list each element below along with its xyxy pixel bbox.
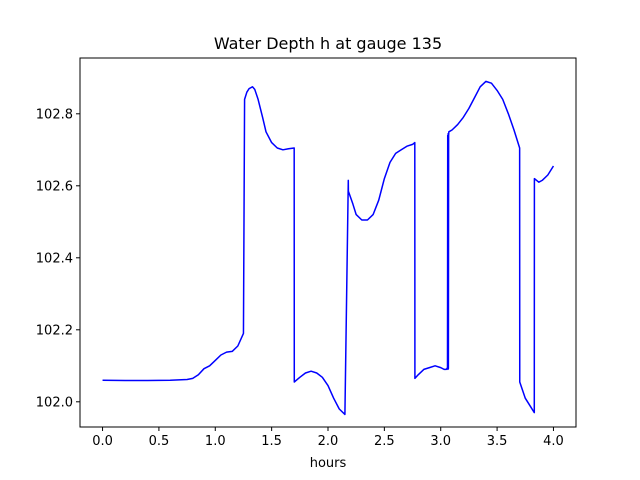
x-tick-label: 0.0 [92, 434, 113, 449]
y-tick-label: 102.8 [36, 107, 73, 122]
x-tick-label: 1.0 [205, 434, 226, 449]
y-tick-label: 102.2 [36, 323, 73, 338]
chart-title: Water Depth h at gauge 135 [214, 34, 442, 53]
y-tick-label: 102.4 [36, 251, 73, 266]
y-axis: 102.0 102.2 102.4 102.6 102.8 [36, 107, 80, 410]
x-axis-label: hours [310, 456, 347, 471]
y-tick-label: 102.6 [36, 179, 73, 194]
x-tick-label: 1.5 [261, 434, 282, 449]
x-tick-label: 3.0 [430, 434, 451, 449]
x-tick-label: 0.5 [149, 434, 170, 449]
series-layer [102, 80, 555, 416]
y-tick-label: 102.0 [36, 395, 73, 410]
x-tick-label: 3.5 [487, 434, 508, 449]
x-tick-label: 2.0 [318, 434, 339, 449]
x-axis: 0.0 0.5 1.0 1.5 2.0 2.5 3.0 3.5 4.0 [92, 427, 564, 449]
x-tick-label: 2.5 [374, 434, 395, 449]
series-line-1 [102, 80, 555, 416]
x-tick-label: 4.0 [543, 434, 564, 449]
